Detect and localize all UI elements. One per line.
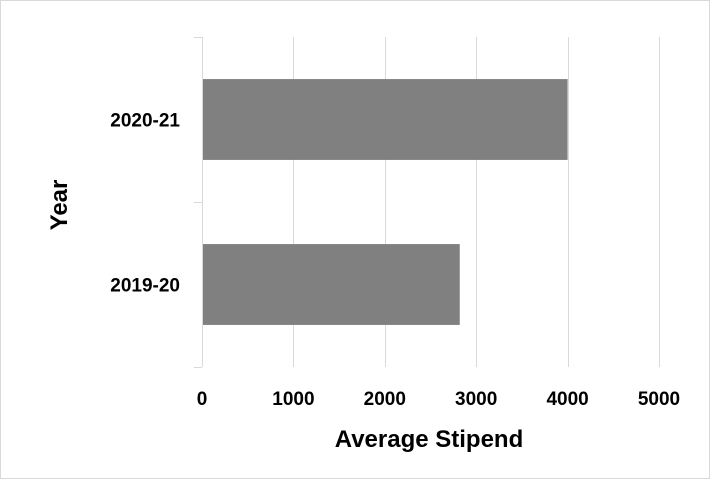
y-tick-label: 2019-20 [110,276,180,297]
x-axis-title: Average Stipend [335,426,524,453]
x-tick-label: 3000 [455,389,497,410]
bar-2019-20 [203,244,460,325]
x-tick-label: 4000 [546,389,588,410]
axes [194,37,203,368]
x-tick-label: 5000 [638,389,680,410]
bar-2020-21 [203,79,568,160]
x-tick-label: 0 [197,389,208,410]
x-tick-labels: 0 1000 2000 3000 4000 5000 [197,389,680,410]
y-tick-labels: 2020-21 2019-20 [110,111,180,297]
y-tick-label: 2020-21 [110,111,180,132]
bars [203,79,568,325]
x-tick-label: 2000 [364,389,406,410]
y-axis-title: Year [46,180,73,231]
x-tick-label: 1000 [272,389,314,410]
